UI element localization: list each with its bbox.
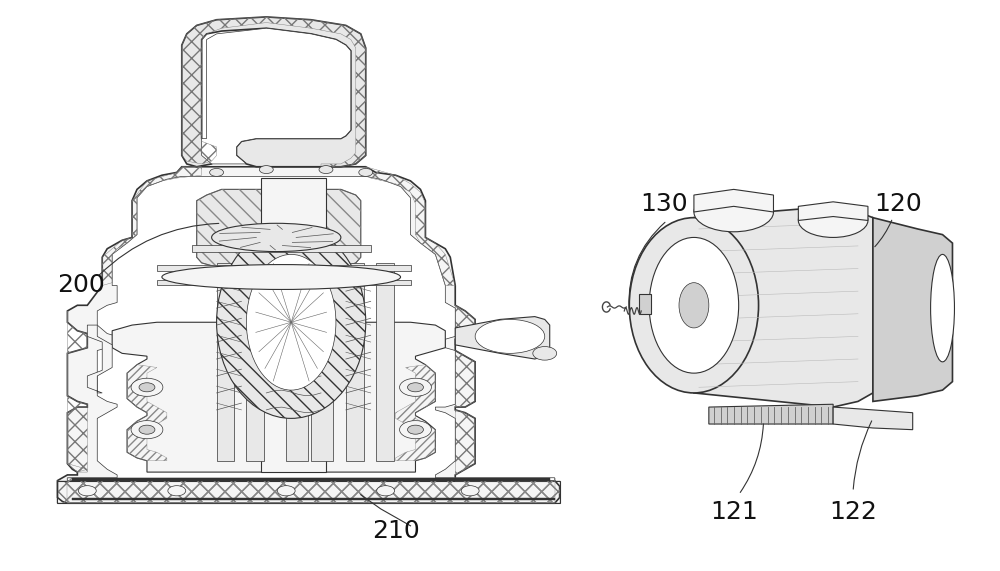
Ellipse shape: [212, 223, 341, 252]
Ellipse shape: [931, 255, 954, 362]
Circle shape: [139, 383, 155, 392]
Polygon shape: [694, 190, 773, 212]
Circle shape: [78, 486, 96, 496]
Polygon shape: [87, 325, 112, 393]
Polygon shape: [798, 202, 868, 220]
Polygon shape: [455, 316, 550, 359]
Bar: [346, 263, 364, 461]
Polygon shape: [202, 28, 351, 164]
Circle shape: [131, 378, 163, 396]
Bar: [157, 264, 411, 271]
Ellipse shape: [679, 283, 709, 328]
Circle shape: [461, 486, 479, 496]
Polygon shape: [833, 407, 913, 430]
Circle shape: [400, 378, 431, 396]
Bar: [261, 178, 326, 472]
Polygon shape: [67, 176, 555, 481]
Ellipse shape: [162, 264, 401, 289]
Bar: [192, 245, 371, 252]
Text: 210: 210: [372, 519, 419, 543]
Ellipse shape: [649, 238, 739, 373]
Circle shape: [210, 168, 224, 176]
Ellipse shape: [629, 218, 759, 393]
Bar: [57, 481, 560, 503]
Circle shape: [533, 347, 557, 360]
Bar: [72, 497, 555, 500]
Polygon shape: [873, 218, 952, 401]
Text: 122: 122: [829, 500, 877, 524]
Bar: [311, 263, 333, 461]
Polygon shape: [57, 167, 560, 503]
Bar: [639, 294, 651, 314]
Circle shape: [168, 486, 186, 496]
Polygon shape: [709, 404, 833, 424]
Bar: [246, 263, 264, 461]
Ellipse shape: [217, 226, 366, 419]
Circle shape: [131, 421, 163, 439]
Bar: [286, 263, 308, 461]
Text: 200: 200: [57, 274, 105, 297]
Bar: [217, 263, 234, 461]
Circle shape: [377, 486, 395, 496]
Polygon shape: [182, 17, 366, 167]
Bar: [376, 263, 394, 461]
Circle shape: [408, 383, 423, 392]
Text: 121: 121: [710, 500, 758, 524]
Circle shape: [277, 486, 295, 496]
Circle shape: [408, 425, 423, 434]
Ellipse shape: [246, 255, 336, 390]
Circle shape: [139, 425, 155, 434]
Polygon shape: [694, 206, 873, 407]
Ellipse shape: [475, 319, 545, 353]
Text: 120: 120: [874, 191, 922, 215]
Circle shape: [359, 168, 373, 176]
Text: 130: 130: [640, 191, 688, 215]
Ellipse shape: [798, 203, 868, 238]
Bar: [72, 478, 550, 481]
Circle shape: [400, 421, 431, 439]
Bar: [157, 280, 411, 286]
Ellipse shape: [694, 192, 773, 232]
Polygon shape: [112, 322, 445, 472]
Bar: [57, 481, 560, 503]
Circle shape: [259, 166, 273, 174]
Polygon shape: [197, 190, 361, 274]
Circle shape: [319, 166, 333, 174]
